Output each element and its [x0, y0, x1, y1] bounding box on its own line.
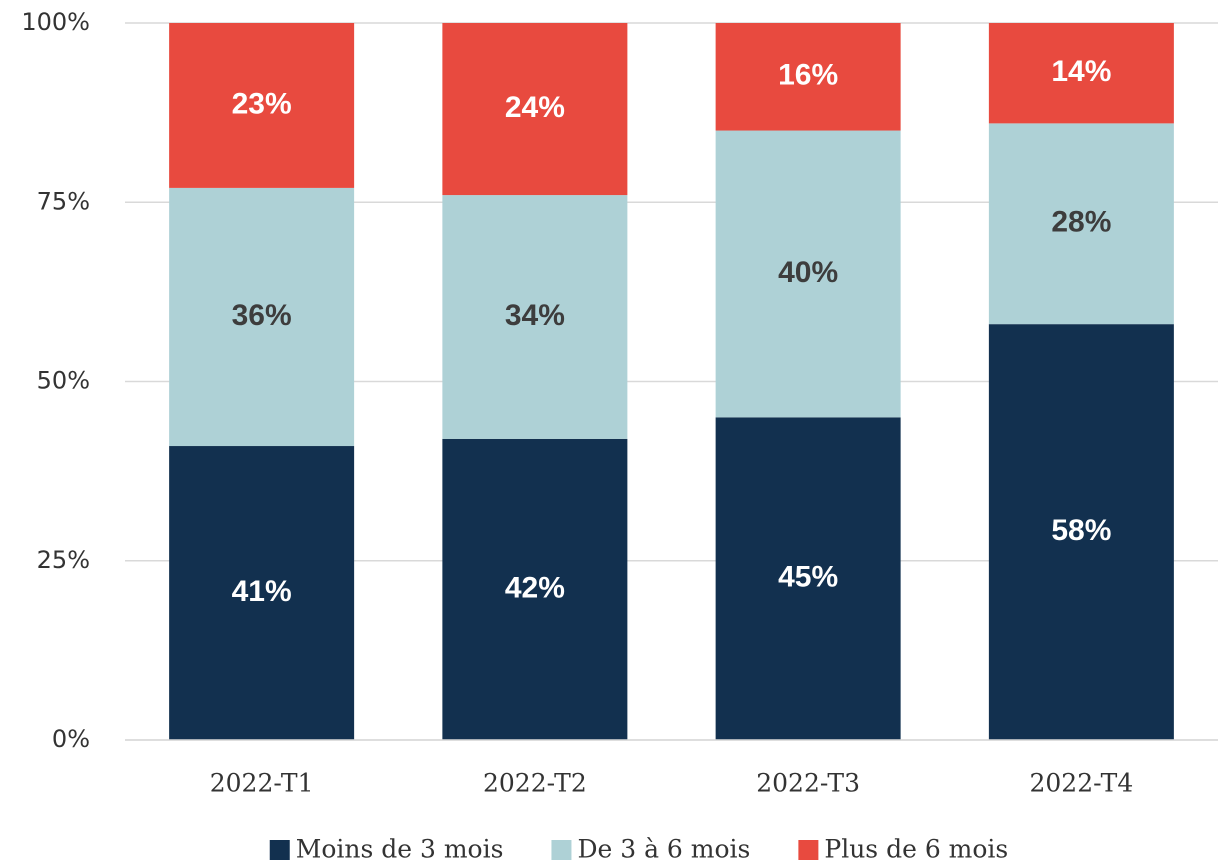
data-label: 34% [505, 299, 565, 332]
legend-swatch [269, 840, 290, 860]
legend-swatch [551, 840, 572, 860]
legend-label: Moins de 3 mois [296, 835, 504, 862]
legend-label: Plus de 6 mois [824, 835, 1008, 862]
data-label: 36% [232, 299, 292, 332]
data-label: 16% [778, 59, 838, 92]
bar-segment [169, 187, 355, 447]
data-label: 24% [505, 91, 565, 124]
x-tick-label: 2022-T2 [483, 769, 587, 798]
legend-label: De 3 à 6 mois [577, 835, 750, 862]
data-label: 42% [505, 571, 565, 604]
x-tick-label: 2022-T1 [210, 769, 314, 798]
bar-segment [442, 195, 628, 439]
y-tick-label: 50% [37, 367, 90, 395]
bar-segment [169, 446, 355, 740]
data-label: 28% [1051, 206, 1111, 239]
legend-swatch [798, 840, 819, 860]
bar-segment [442, 23, 628, 196]
y-tick-label: 0% [52, 725, 90, 753]
data-label: 41% [232, 575, 292, 608]
bar-segment [442, 438, 628, 740]
data-label: 58% [1051, 514, 1111, 547]
x-tick-label: 2022-T4 [1029, 769, 1133, 798]
bar-segment [715, 417, 901, 740]
y-tick-label: 25% [37, 546, 90, 574]
data-label: 45% [778, 561, 838, 594]
x-tick-label: 2022-T3 [756, 769, 860, 798]
bar-segment [988, 324, 1174, 740]
bar-segment [715, 23, 901, 131]
data-label: 40% [778, 256, 838, 289]
y-tick-label: 100% [21, 8, 90, 36]
data-label: 23% [232, 87, 292, 120]
bar-segment [715, 130, 901, 418]
bar-segment [169, 23, 355, 188]
data-label: 14% [1051, 55, 1111, 88]
bar-segment [988, 123, 1174, 325]
bar-segment [988, 23, 1174, 124]
y-tick-label: 75% [37, 187, 90, 215]
bars [169, 23, 1174, 740]
